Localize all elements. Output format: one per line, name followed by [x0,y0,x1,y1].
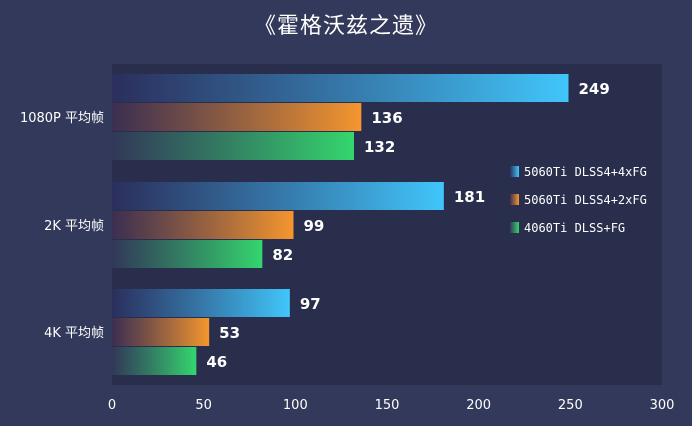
data-label: 82 [272,246,293,264]
bar [112,318,210,346]
legend-swatch [510,222,519,233]
data-label: 46 [206,353,227,371]
data-label: 99 [304,217,325,235]
bar [112,289,290,317]
chart-title: 《霍格沃兹之遗》 [253,14,438,39]
x-tick-label: 50 [195,398,212,413]
data-label: 249 [579,80,610,98]
data-label: 97 [300,295,321,313]
x-tick-label: 0 [108,398,116,413]
data-label: 136 [371,109,402,127]
x-tick-label: 200 [466,398,491,413]
legend-swatch [510,166,519,177]
y-tick-label: 1080P 平均帧 [20,111,104,126]
x-tick-label: 150 [375,398,400,413]
x-tick-label: 250 [558,398,583,413]
bar [112,211,294,239]
data-label: 181 [454,188,485,206]
data-label: 53 [219,324,240,342]
x-tick-label: 100 [283,398,308,413]
bar [112,74,569,102]
bar [112,182,444,210]
bar [112,347,197,375]
bar [112,132,354,160]
legend-swatch [510,194,519,205]
data-label: 132 [364,138,395,156]
legend-label: 5060Ti DLSS4+2xFG [524,193,647,207]
x-tick-label: 300 [650,398,675,413]
legend-label: 5060Ti DLSS4+4xFG [524,165,647,179]
bar [112,103,362,131]
legend-label: 4060Ti DLSS+FG [524,221,625,235]
bar [112,240,263,268]
y-tick-label: 4K 平均帧 [44,326,104,341]
y-tick-label: 2K 平均帧 [44,219,104,234]
